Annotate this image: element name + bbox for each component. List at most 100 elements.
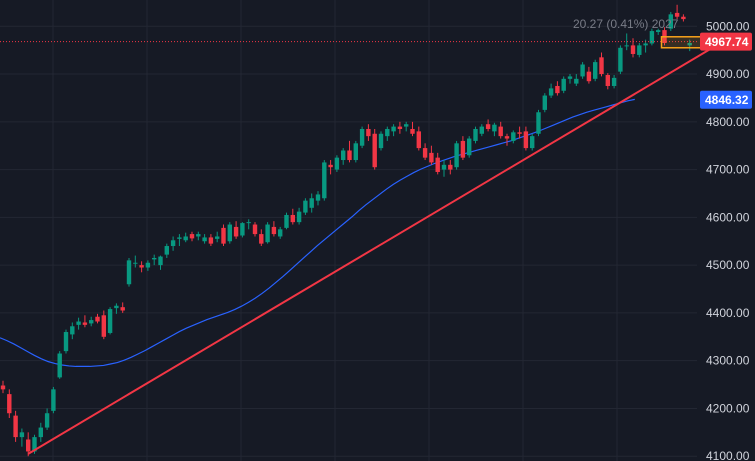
candle-body <box>353 143 358 161</box>
drawing-overlays: 20.27 (0.41%) 2027 <box>0 17 733 455</box>
candle <box>44 408 50 430</box>
candle <box>498 121 503 139</box>
candle <box>63 329 69 354</box>
price-tags: 4967.74 4846.32 <box>700 32 752 109</box>
candle-body <box>542 95 547 110</box>
candle <box>624 33 629 51</box>
ma-price-tag-bg <box>700 90 752 109</box>
candle-body <box>139 265 144 268</box>
candle-body <box>101 315 106 337</box>
y-tick-label: 4100.00 <box>706 449 750 461</box>
candle-body <box>618 47 623 72</box>
candle <box>76 317 81 330</box>
candle <box>548 83 554 98</box>
candle-body <box>580 64 585 77</box>
candle <box>240 222 245 238</box>
candle-body <box>252 224 258 235</box>
candle-body <box>152 257 157 260</box>
candle <box>492 122 497 137</box>
candle <box>278 226 283 239</box>
candle-body <box>19 432 25 438</box>
candle <box>435 152 440 175</box>
candle-body <box>605 75 610 86</box>
candle-body <box>284 214 289 228</box>
candle-body <box>196 234 201 237</box>
candle <box>517 126 522 139</box>
candle <box>57 351 62 379</box>
candle-body <box>523 131 529 149</box>
candle <box>599 52 604 77</box>
y-tick-label: 4600.00 <box>706 210 750 224</box>
candle <box>656 28 661 35</box>
candle <box>215 231 220 243</box>
candle <box>107 307 113 335</box>
candles-layer <box>0 4 692 457</box>
y-tick-label: 4900.00 <box>706 67 750 81</box>
price-axis[interactable]: 5000.00 4900.00 4800.00 4700.00 4600.00 4500.… <box>706 19 750 461</box>
candle <box>574 74 579 86</box>
candle <box>221 224 226 247</box>
candle <box>441 160 447 177</box>
candle <box>70 322 75 340</box>
candle-body <box>624 45 629 47</box>
candle-body <box>687 42 692 46</box>
candle-body <box>221 227 226 244</box>
candle-body <box>341 150 346 161</box>
candle <box>593 59 598 82</box>
candle <box>95 313 100 324</box>
candle <box>183 232 188 243</box>
trendline[interactable] <box>27 38 728 455</box>
candle <box>586 66 592 84</box>
candle <box>429 145 434 165</box>
candle-body <box>208 237 214 244</box>
ma-price-tag-text: 4846.32 <box>705 93 749 107</box>
candle <box>504 133 510 146</box>
candle-body <box>315 194 321 201</box>
candle <box>189 231 195 242</box>
candle <box>246 219 251 230</box>
candle <box>668 11 673 32</box>
candle <box>366 124 371 141</box>
candle <box>252 222 258 237</box>
y-tick-label: 4700.00 <box>706 163 750 177</box>
candle-body <box>656 30 661 33</box>
candle <box>89 316 94 327</box>
candle <box>448 160 453 175</box>
candle-body <box>391 126 396 132</box>
candle <box>114 303 119 314</box>
candle <box>322 160 327 201</box>
candle <box>580 62 585 79</box>
candle-body <box>504 136 510 139</box>
candle-body <box>454 143 459 168</box>
candle-body <box>44 413 50 428</box>
candle-body <box>530 136 535 149</box>
candle-body <box>567 76 573 79</box>
candle-body <box>643 43 648 46</box>
candle <box>233 221 239 239</box>
candle <box>353 140 358 163</box>
candle <box>410 121 415 137</box>
candle-body <box>448 164 453 170</box>
candle <box>567 74 573 84</box>
candle <box>13 410 18 442</box>
candle <box>259 229 264 247</box>
candle-body <box>158 256 163 266</box>
candle <box>473 126 478 144</box>
candle <box>227 222 232 244</box>
candle <box>7 389 12 419</box>
candle-body <box>126 260 132 285</box>
candle <box>341 148 346 165</box>
candle-body <box>170 240 176 247</box>
candle-body <box>674 12 680 17</box>
candle-body <box>107 309 113 333</box>
candle <box>467 136 472 158</box>
candle-body <box>378 133 384 149</box>
candle-body <box>202 237 207 242</box>
moving-average <box>0 98 635 368</box>
candle <box>404 121 409 132</box>
last-price-tag-text: 4967.74 <box>705 35 749 49</box>
candle <box>296 207 302 225</box>
candle-body <box>473 128 478 141</box>
candle <box>19 428 25 447</box>
